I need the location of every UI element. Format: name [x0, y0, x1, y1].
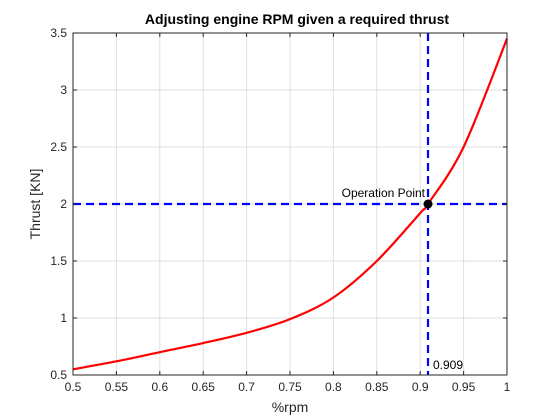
tick-labels: 0.5 0.55 0.6 0.65 0.7 0.75 0.8 0.85 0.9 0.95 1 0.5 1…	[50, 26, 510, 394]
operation-point-marker	[423, 199, 433, 209]
y-tick-label: 0.5	[50, 368, 67, 382]
x-tick-label: 0.9	[412, 380, 429, 394]
y-tick-label: 2.5	[50, 140, 67, 154]
y-tick-label: 3	[60, 83, 67, 97]
x-tick-label: 0.6	[151, 380, 168, 394]
x-tick-label: 1	[504, 380, 511, 394]
x-tick-label: 0.5	[65, 380, 82, 394]
axes	[72, 32, 508, 376]
operation-point-layer	[423, 199, 433, 209]
operation-point-label: Operation Point	[342, 186, 426, 200]
y-tick-label: 1	[60, 311, 67, 325]
x-tick-label: 0.95	[452, 380, 476, 394]
y-axis-label: Thrust [KN]	[27, 169, 43, 240]
x-axis-label: %rpm	[272, 399, 309, 415]
x-tick-label: 0.8	[325, 380, 342, 394]
thrust-curve-line	[72, 38, 509, 371]
series	[72, 38, 509, 371]
operation-rpm-annotation: 0.909	[433, 358, 463, 372]
y-tick-label: 2	[60, 197, 67, 211]
x-tick-label: 0.7	[238, 380, 255, 394]
x-tick-label: 0.65	[192, 380, 216, 394]
x-tick-label: 0.85	[365, 380, 389, 394]
plot-frame	[72, 32, 508, 376]
x-tick-label: 0.55	[105, 380, 129, 394]
x-tick-label: 0.75	[278, 380, 302, 394]
chart-title: Adjusting engine RPM given a required th…	[145, 11, 449, 27]
y-tick-label: 3.5	[50, 26, 67, 40]
y-tick-label: 1.5	[50, 254, 67, 268]
